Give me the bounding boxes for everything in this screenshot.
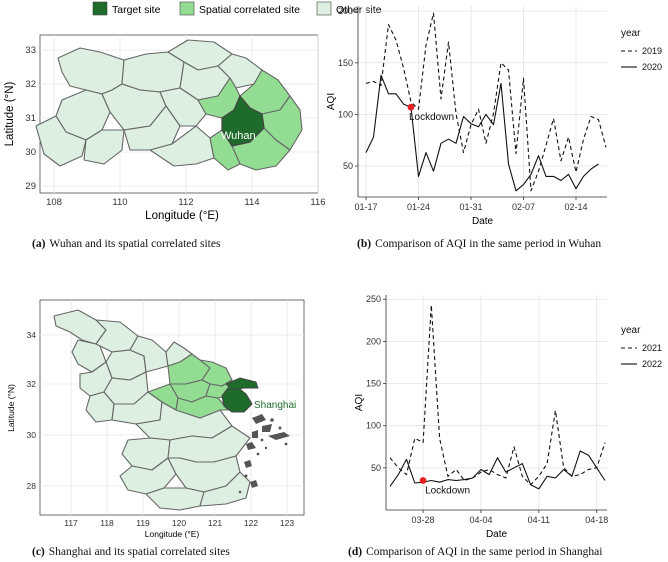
series-line-2019 [365,12,607,192]
x-tick-label: 01-17 [354,202,377,212]
panel-a-map: Wuhan 108 110 112 114 116 29 30 31 32 33… [4,34,326,222]
caption-d: (d) Comparison of AQI in the same period … [348,546,602,558]
x-tick-label: 01-24 [407,202,430,212]
caption-a-text: Wuhan and its spatial correlated sites [49,238,221,250]
legend-swatch-correlated [179,1,195,16]
wuhan-label: Wuhan [221,130,256,142]
b-xlabel: Date [472,216,494,227]
caption-c-text: Shanghai and its spatial correlated site… [48,546,230,558]
a-ytick: 31 [25,113,36,124]
y-tick-label: 200 [338,6,353,16]
x-tick-label: 01-31 [459,202,482,212]
caption-c-label: (c) [32,546,45,558]
legend-entry-2021: 2021 [642,343,662,353]
c-xtick: 121 [208,518,222,528]
b-ylabel: AQI [326,93,337,110]
c-xtick: 117 [64,518,78,528]
legend-target: Target site [112,4,161,16]
d-ylabel: AQI [354,394,365,411]
legend-title: year [621,325,641,336]
legend-other: Other site [336,4,382,16]
a-xlabel: Longitude (°E) [145,210,219,222]
y-tick-label: 50 [371,463,381,473]
c-ytick: 34 [27,330,37,340]
caption-b-text: Comparison of AQI in the same period in … [375,238,602,250]
legend-title: year [621,28,641,39]
chart-d: 50 100 150 200 250 03-28 04-04 04-11 04-18 Lock… [354,294,662,540]
y-tick-label: 50 [343,161,353,171]
x-tick-label: 03-28 [412,515,435,525]
x-tick-label: 04-11 [528,515,550,525]
a-ytick: 29 [25,181,36,192]
panel-c-map: Shanghai 117 118 119 120 121 122 123 28 … [6,299,305,539]
caption-c: (c) Shanghai and its spatial correlated s… [32,546,230,558]
a-xtick: 112 [178,197,193,208]
legend-entry-2020: 2020 [642,62,662,72]
chart-b: 50 100 150 200 01-17 01-24 01-31 02-07 02-14 Lo… [326,6,662,227]
c-ytick: 28 [27,481,37,491]
a-xtick: 110 [112,197,127,208]
c-ytick: 32 [27,379,37,389]
legend-entry-2019: 2019 [642,46,662,56]
a-ytick: 30 [25,147,36,158]
a-ytick: 32 [25,79,36,90]
caption-a: (a) Wuhan and its spatial correlated site… [32,238,220,250]
shanghai-label: Shanghai [254,400,296,411]
caption-d-label: (d) [348,546,363,558]
islands [238,414,290,494]
y-tick-label: 150 [338,58,353,68]
lockdown-point [419,477,427,484]
caption-b: (b) Comparison of AQI in the same period … [357,238,601,250]
x-tick-label: 02-07 [512,202,535,212]
a-xtick: 114 [244,197,259,208]
c-xtick: 119 [136,518,150,528]
legend-entry-2022: 2022 [642,359,662,369]
y-tick-label: 150 [366,379,381,389]
legend-swatch-other [316,1,332,16]
series-line-2020 [365,74,599,192]
a-xtick: 108 [46,197,62,208]
c-xtick: 120 [172,518,186,528]
x-tick-label: 04-04 [469,515,492,525]
legend-correlated: Spatial correlated site [199,4,300,16]
lockdown-label: Lockdown [409,112,454,123]
c-xtick: 122 [244,518,258,528]
map-legend: Target site Spatial correlated site Othe… [92,1,382,16]
d-xlabel: Date [486,529,508,540]
a-xtick: 116 [310,197,325,208]
a-ytick: 33 [25,45,36,56]
y-tick-label: 100 [338,109,353,119]
caption-d-text: Comparison of AQI in the same period in … [366,546,603,558]
x-tick-label: 04-18 [585,515,608,525]
legend-swatch-target [92,1,108,16]
c-ytick: 30 [27,430,37,440]
wuhan-region [221,95,265,147]
a-ylabel: Latitude (°N) [4,81,16,146]
y-tick-label: 100 [366,421,381,431]
caption-a-label: (a) [32,238,46,250]
c-ylabel: Latitude (°N) [6,384,16,432]
caption-b-label: (b) [357,238,372,250]
y-tick-label: 250 [366,294,381,304]
x-tick-label: 02-14 [564,202,587,212]
c-xlabel: Longitude (°E) [145,529,200,539]
lockdown-point [407,103,415,111]
lockdown-label: Lockdown [425,485,470,496]
c-xtick: 123 [280,518,294,528]
y-tick-label: 200 [366,336,381,346]
chongming-island [225,377,259,391]
c-xtick: 118 [100,518,114,528]
